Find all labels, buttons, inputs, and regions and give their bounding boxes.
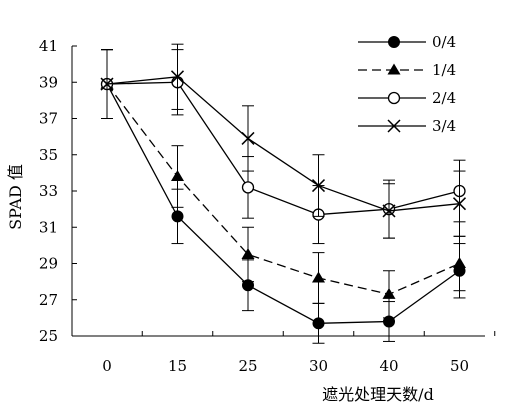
series-line bbox=[106, 76, 460, 212]
series-layer bbox=[100, 43, 467, 344]
series-line bbox=[106, 83, 460, 324]
y-tick-label: 31 bbox=[39, 218, 58, 236]
legend-label: 2/4 bbox=[432, 89, 456, 107]
series-2 bbox=[100, 49, 466, 319]
legend-item: 3/4 bbox=[358, 117, 456, 135]
data-point bbox=[241, 247, 255, 259]
data-point bbox=[171, 170, 184, 182]
y-tick-label: 29 bbox=[39, 255, 58, 273]
x-ticks: 0 15 25 30 40 50 bbox=[102, 331, 496, 375]
data-point bbox=[312, 271, 325, 283]
data-point bbox=[382, 204, 396, 218]
data-point bbox=[171, 210, 184, 223]
data-point bbox=[312, 317, 325, 330]
data-point bbox=[382, 287, 396, 299]
legend-item: 1/4 bbox=[358, 61, 456, 79]
legend-marker bbox=[387, 91, 401, 105]
series-line bbox=[106, 81, 460, 216]
y-tick-label: 35 bbox=[39, 146, 58, 164]
data-point bbox=[241, 181, 255, 194]
y-tick-label: 27 bbox=[39, 291, 58, 309]
x-tick-label: 50 bbox=[450, 357, 469, 375]
y-tick-label: 37 bbox=[39, 110, 58, 128]
axes bbox=[71, 46, 485, 337]
series-line bbox=[106, 83, 460, 295]
data-point bbox=[453, 257, 466, 269]
x-tick-label: 15 bbox=[168, 357, 187, 375]
x-tick-label: 0 bbox=[102, 357, 112, 375]
legend-item: 0/4 bbox=[358, 33, 456, 51]
y-ticks: 25 27 29 31 33 35 37 39 41 bbox=[39, 37, 77, 345]
x-tick-label: 40 bbox=[379, 357, 398, 375]
legend-marker bbox=[387, 63, 401, 75]
y-tick-label: 33 bbox=[39, 182, 58, 200]
data-point bbox=[311, 179, 326, 193]
legend-label: 3/4 bbox=[432, 117, 456, 135]
y-tick-label: 41 bbox=[39, 37, 58, 55]
legend: 0/4 1/4 2/4 3/4 bbox=[358, 33, 456, 135]
legend-label: 1/4 bbox=[432, 61, 456, 79]
legend-label: 0/4 bbox=[432, 33, 456, 51]
data-point bbox=[100, 77, 114, 91]
data-point bbox=[452, 197, 467, 211]
series-1 bbox=[101, 49, 466, 344]
data-point bbox=[241, 131, 255, 145]
x-axis-title: 遮光处理天数/d bbox=[322, 385, 434, 404]
data-point bbox=[170, 70, 185, 84]
y-axis-title: SPAD 值 bbox=[6, 164, 25, 230]
y-tick-label: 25 bbox=[39, 327, 58, 345]
series-4 bbox=[100, 43, 467, 239]
legend-marker bbox=[387, 119, 401, 133]
y-tick-label: 39 bbox=[39, 73, 58, 91]
legend-item: 2/4 bbox=[358, 89, 456, 107]
legend-marker bbox=[388, 36, 400, 48]
x-tick-label: 30 bbox=[309, 357, 328, 375]
x-tick-label: 25 bbox=[238, 357, 257, 375]
